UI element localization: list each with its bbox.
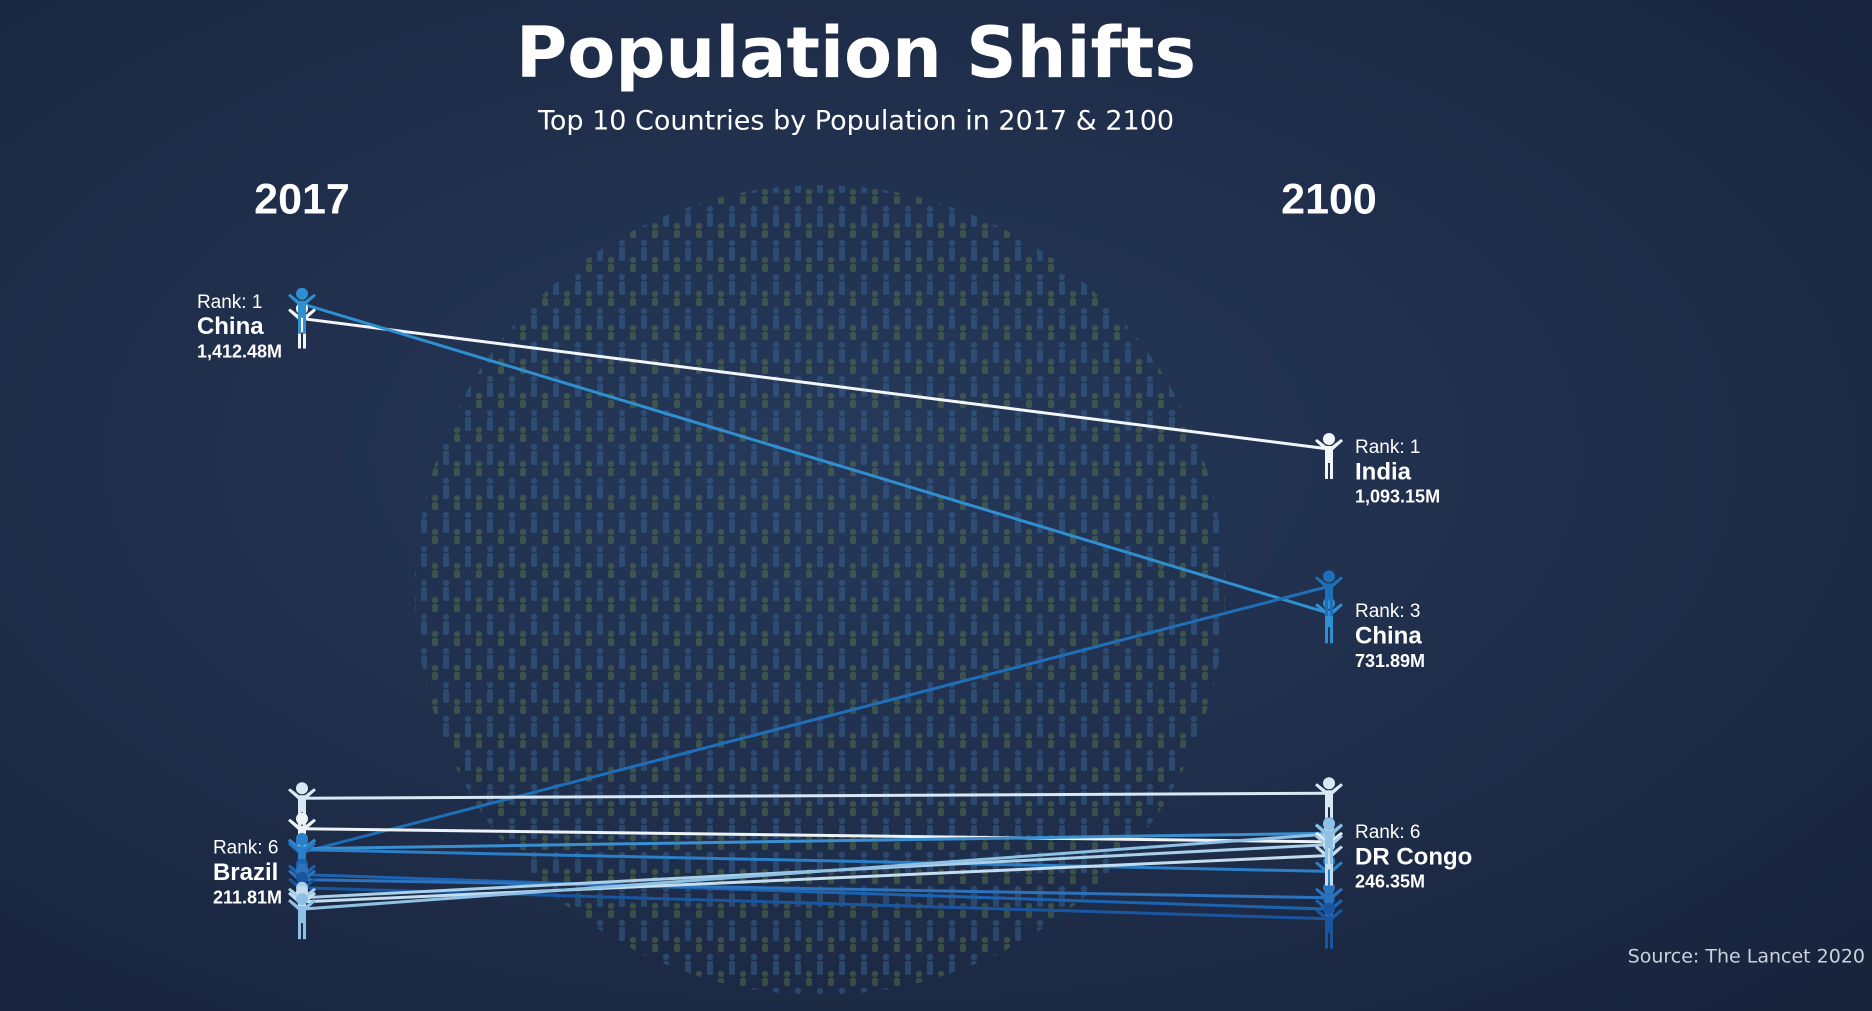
country-label: China — [1355, 623, 1422, 650]
country-label: Brazil — [213, 859, 278, 886]
icon-body — [1315, 908, 1343, 949]
icon-head — [1323, 777, 1335, 790]
slope-line — [301, 848, 1330, 873]
slope-line — [301, 873, 1330, 911]
icon-body — [1315, 576, 1343, 617]
icon-body — [1315, 861, 1343, 902]
source: Source: The Lancet 2020 — [1628, 946, 1865, 968]
value-label: 246.35M — [1355, 872, 1425, 892]
icon-body — [1315, 845, 1343, 886]
icon-head — [1323, 881, 1335, 894]
icon-body — [1315, 438, 1343, 479]
icon-body — [288, 788, 316, 829]
country-label: India — [1355, 458, 1412, 485]
value-label: 731.89M — [1355, 651, 1425, 671]
country-label: China — [197, 313, 264, 340]
icon-head — [1323, 902, 1335, 915]
icon-head — [296, 287, 308, 300]
column-label: 2100 — [1281, 175, 1377, 223]
slope-line — [301, 317, 1330, 451]
icon-body — [1315, 823, 1343, 864]
chart-subtitle: Top 10 Countries by Population in 2017 &… — [537, 106, 1174, 137]
chart-title: Population Shifts — [516, 12, 1196, 94]
slope-line — [301, 854, 1330, 904]
rank-label: Rank: 3 — [1355, 601, 1420, 622]
person-icon — [1315, 777, 1343, 824]
rank-label: Rank: 6 — [1355, 822, 1420, 843]
person-icon — [1315, 432, 1343, 479]
icon-body — [1315, 783, 1343, 824]
slope-line — [301, 878, 1330, 900]
person-icon — [288, 782, 316, 829]
person-icon — [1315, 817, 1343, 864]
icon-head — [296, 833, 308, 846]
icon-body — [288, 899, 316, 940]
rank-label: Rank: 1 — [197, 292, 262, 313]
icon-head — [296, 871, 308, 884]
icon-body — [1315, 603, 1343, 644]
globe-decoration — [415, 185, 1225, 995]
slope-line — [301, 827, 1330, 844]
country-label: DR Congo — [1355, 843, 1472, 870]
rank-label: Rank: 1 — [1355, 437, 1420, 458]
icon-body — [288, 308, 316, 349]
person-icon — [1315, 570, 1343, 617]
column-label: 2017 — [254, 175, 350, 223]
value-label: 1,093.15M — [1355, 487, 1440, 507]
slope-line — [301, 584, 1330, 854]
slope-line — [301, 832, 1330, 911]
slope-line — [301, 302, 1330, 615]
slope-line — [301, 831, 1330, 851]
rank-label: Rank: 6 — [213, 838, 278, 859]
icon-head — [1323, 817, 1335, 830]
person-icon — [288, 287, 316, 334]
icon-head — [1323, 432, 1335, 445]
icon-head — [1323, 570, 1335, 583]
icon-head — [296, 812, 308, 825]
icon-body — [288, 293, 316, 334]
icon-head — [296, 782, 308, 795]
person-icon — [1315, 902, 1343, 949]
slope-line — [301, 791, 1330, 800]
value-label: 211.81M — [213, 887, 282, 907]
icon-head — [296, 893, 308, 906]
person-icon — [288, 893, 316, 940]
value-label: 1,412.48M — [197, 342, 282, 362]
